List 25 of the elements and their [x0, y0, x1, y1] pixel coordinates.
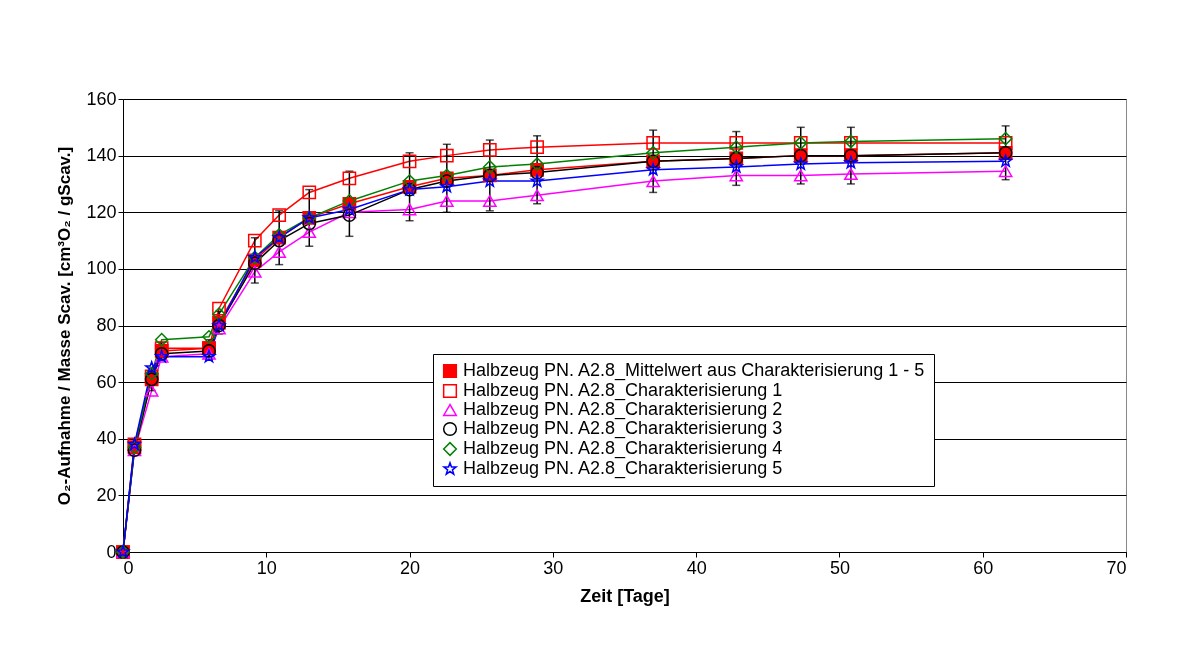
- legend-label: Halbzeug PN. A2.8_Charakterisierung 1: [463, 380, 783, 401]
- x-tick-label: 10: [256, 557, 277, 578]
- y-tick-label: 20: [96, 484, 117, 505]
- y-tick-label: 120: [86, 201, 117, 222]
- x-tick-label: 20: [400, 557, 421, 578]
- legend-label: Halbzeug PN. A2.8_Charakterisierung 4: [463, 438, 783, 459]
- y-tick-label: 0: [106, 541, 117, 562]
- x-tick-label: 40: [686, 557, 707, 578]
- x-tick-label: 70: [1106, 557, 1127, 578]
- x-tick-label: 60: [973, 557, 994, 578]
- y-tick-label: 140: [86, 145, 117, 166]
- y-axis-title: O₂-Aufnahme / Masse Scav. [cm³O₂ / gScav.]: [55, 146, 75, 506]
- legend-label: Halbzeug PN. A2.8_Charakterisierung 3: [463, 418, 783, 439]
- legend-label: Halbzeug PN. A2.8_Mittelwert aus Charakterisierung 1 - 5: [463, 360, 925, 381]
- legend-label: Halbzeug PN. A2.8_Charakterisierung 2: [463, 399, 783, 420]
- x-tick-label: 50: [829, 557, 850, 578]
- y-tick-label: 160: [86, 88, 117, 109]
- y-tick-label: 100: [86, 258, 117, 279]
- x-axis-title: Zeit [Tage]: [580, 585, 670, 606]
- x-tick-label: 0: [123, 557, 134, 578]
- y-tick-label: 40: [96, 428, 117, 449]
- legend-label: Halbzeug PN. A2.8_Charakterisierung 5: [463, 458, 783, 479]
- y-tick-label: 60: [96, 371, 117, 392]
- x-tick-label: 30: [543, 557, 564, 578]
- y-tick-label: 80: [96, 315, 117, 335]
